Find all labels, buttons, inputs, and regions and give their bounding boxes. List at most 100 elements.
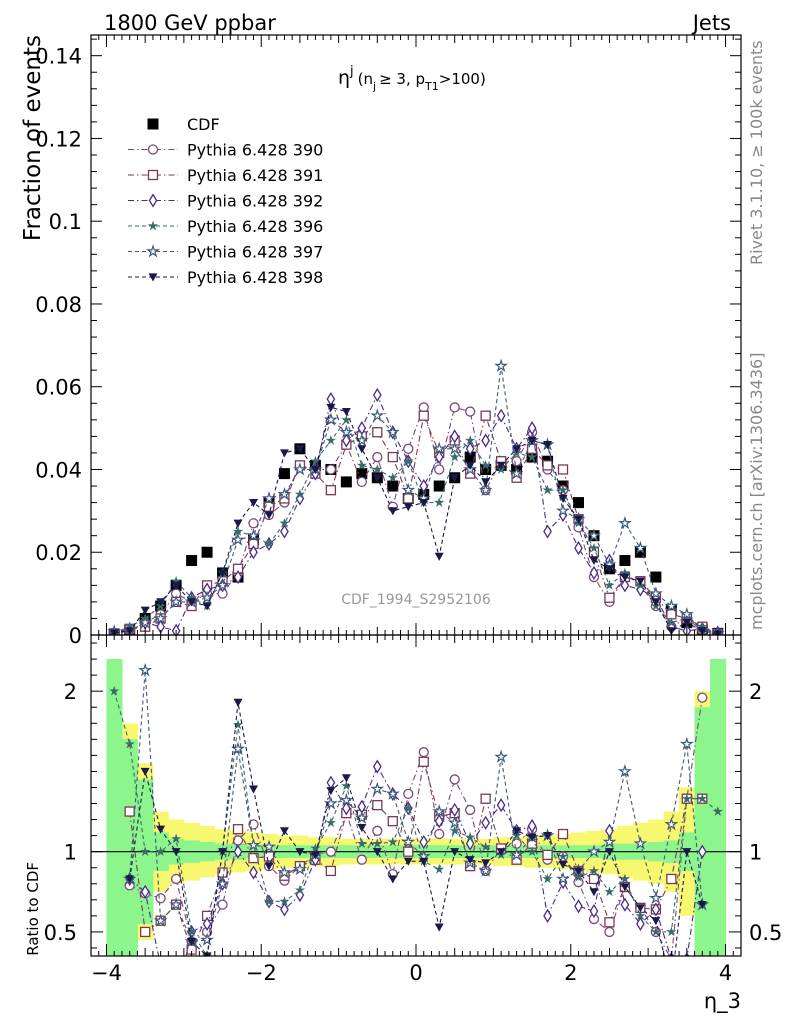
analysis-watermark: CDF_1994_S2952106 xyxy=(341,592,491,608)
data-point xyxy=(263,501,275,512)
data-point xyxy=(218,569,228,578)
ratio-point xyxy=(249,785,258,794)
data-point xyxy=(633,540,648,555)
data-point xyxy=(387,472,398,483)
ratio-point xyxy=(156,825,166,834)
ratio-point xyxy=(124,806,135,817)
data-point xyxy=(249,545,258,560)
data-point xyxy=(681,613,692,623)
data-point xyxy=(589,556,599,566)
ratio-point xyxy=(125,875,135,884)
ratio-point xyxy=(434,828,445,840)
data-point xyxy=(277,486,292,501)
data-point xyxy=(480,459,491,470)
data-point xyxy=(494,358,509,373)
ratio-point xyxy=(556,871,571,885)
data-point xyxy=(341,414,352,425)
ratio-point xyxy=(418,756,429,767)
ratio-point xyxy=(432,804,447,818)
ratio-point xyxy=(401,834,416,849)
ratio-point xyxy=(279,896,290,906)
data-point xyxy=(620,578,630,593)
tick-label: 2 xyxy=(749,680,762,704)
ratio-point xyxy=(620,897,630,912)
ratio-point xyxy=(574,899,583,914)
data-point xyxy=(589,565,599,581)
ratio-point xyxy=(263,896,275,906)
tick-label: 4 xyxy=(719,961,732,985)
ratio-point xyxy=(153,913,168,927)
legend-label: Pythia 6.428 392 xyxy=(187,192,323,211)
legend-label: Pythia 6.428 397 xyxy=(187,243,323,262)
data-point xyxy=(341,433,351,448)
ratio-point xyxy=(372,848,382,857)
ratio-point xyxy=(325,846,337,857)
data-point xyxy=(372,427,383,438)
legend-label: CDF xyxy=(187,115,220,134)
data-point xyxy=(326,403,336,412)
data-point xyxy=(171,581,181,590)
ratio-point xyxy=(109,685,120,696)
ratio-point xyxy=(543,908,552,923)
ratio-point xyxy=(233,698,243,707)
data-point xyxy=(588,542,600,553)
ratio-point xyxy=(667,981,676,989)
data-point xyxy=(465,441,475,456)
data-point xyxy=(403,503,413,512)
data-point xyxy=(666,617,677,627)
data-point xyxy=(326,392,336,407)
ratio-point xyxy=(326,787,336,796)
ratio-point xyxy=(465,836,475,851)
ratio-point xyxy=(636,916,645,931)
ratio-point xyxy=(140,846,151,856)
observable-open: (n xyxy=(358,70,373,88)
ratio-point xyxy=(542,873,553,884)
ratio-point xyxy=(558,860,568,870)
data-point xyxy=(403,493,414,504)
ratio-point xyxy=(586,844,601,858)
legend-marker xyxy=(147,118,159,130)
ratio-point xyxy=(697,901,707,910)
legend-label: Pythia 6.428 391 xyxy=(187,166,323,185)
ratio-point xyxy=(620,883,630,892)
data-point xyxy=(465,461,475,470)
ratio-point xyxy=(186,926,197,937)
series-6 xyxy=(109,403,723,635)
data-point xyxy=(323,412,338,426)
ratio-line xyxy=(129,697,703,956)
rivet-label: Rivet 3.1.10, ≥ 100k events xyxy=(747,40,766,265)
data-point xyxy=(664,598,679,613)
data-point xyxy=(481,478,491,487)
legend-marker xyxy=(148,273,158,282)
legend-entry-5: Pythia 6.428 397 xyxy=(128,243,323,262)
ratio-point xyxy=(249,865,258,880)
header-right: Jets xyxy=(691,11,731,35)
tick-label: 0.5 xyxy=(44,921,77,945)
data-point xyxy=(279,517,290,528)
data-point xyxy=(635,577,645,586)
ratio-point xyxy=(604,917,615,928)
data-point xyxy=(169,594,184,608)
ratio-line xyxy=(129,761,703,952)
ratio-point xyxy=(589,888,599,897)
ratio-point xyxy=(494,749,509,763)
data-point xyxy=(682,618,692,628)
data-point xyxy=(418,410,429,421)
data-point xyxy=(651,598,661,607)
data-point xyxy=(249,498,258,508)
ratio-point xyxy=(419,857,429,866)
ratio-point xyxy=(246,837,261,852)
ratio-point xyxy=(215,876,230,890)
ratio-point xyxy=(635,904,645,913)
data-point xyxy=(263,538,275,549)
ratio-series-3 xyxy=(109,685,723,956)
data-point xyxy=(496,461,506,470)
data-point xyxy=(233,519,243,528)
tick-label: 0.12 xyxy=(35,127,82,151)
ratio-point xyxy=(157,960,164,972)
ratio-point xyxy=(589,903,599,919)
data-point xyxy=(201,546,213,558)
data-point xyxy=(387,480,399,492)
ratio-point xyxy=(434,863,445,874)
